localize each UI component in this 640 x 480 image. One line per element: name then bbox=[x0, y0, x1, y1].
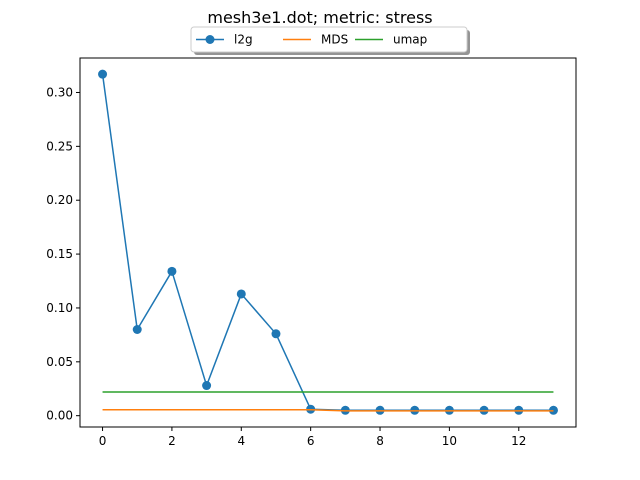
data-point-l2g bbox=[271, 329, 281, 339]
data-point-l2g bbox=[132, 324, 142, 334]
y-tick-label: 0.15 bbox=[46, 247, 73, 261]
legend-box bbox=[190, 26, 468, 53]
data-point-l2g bbox=[167, 266, 177, 276]
y-tick-label: 0.20 bbox=[46, 193, 73, 207]
series-layer bbox=[98, 69, 558, 415]
legend: l2g MDS umap bbox=[190, 26, 470, 55]
x-tick-label: 8 bbox=[376, 434, 384, 448]
legend-label-mds: MDS bbox=[321, 33, 348, 47]
y-axis: 0.00 0.05 0.10 0.15 0.20 0.25 0.30 bbox=[46, 85, 80, 423]
y-tick-label: 0.30 bbox=[46, 85, 73, 99]
x-tick-label: 10 bbox=[442, 434, 457, 448]
series-line-mds bbox=[102, 409, 554, 412]
x-tick-label: 2 bbox=[168, 434, 176, 448]
chart-title: mesh3e1.dot; metric: stress bbox=[207, 8, 432, 27]
x-tick-label: 12 bbox=[511, 434, 526, 448]
axes-frame bbox=[79, 57, 577, 428]
y-tick-label: 0.25 bbox=[46, 139, 73, 153]
y-tick-label: 0.10 bbox=[46, 301, 73, 315]
data-point-l2g bbox=[236, 289, 246, 299]
x-tick-label: 0 bbox=[99, 434, 107, 448]
x-axis: 0 2 4 6 8 10 12 bbox=[99, 427, 526, 448]
legend-label-l2g: l2g bbox=[234, 33, 253, 47]
y-tick-label: 0.05 bbox=[46, 355, 73, 369]
x-tick-label: 6 bbox=[307, 434, 315, 448]
y-tick-label: 0.00 bbox=[46, 409, 73, 423]
legend-marker-l2g bbox=[205, 35, 215, 44]
data-point-l2g bbox=[548, 405, 558, 415]
legend-label-umap: umap bbox=[393, 33, 427, 47]
x-tick-label: 4 bbox=[237, 434, 245, 448]
data-point-l2g bbox=[202, 381, 212, 391]
data-point-l2g bbox=[98, 69, 108, 79]
